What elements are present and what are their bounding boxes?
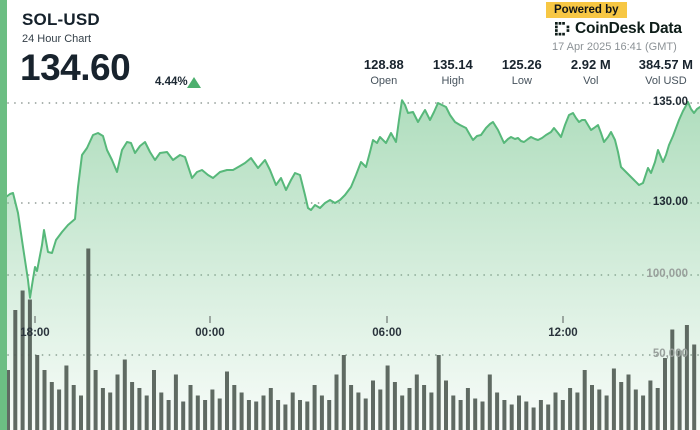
chart-timestamp: 17 Apr 2025 16:41 (GMT): [552, 41, 677, 53]
stat-low-value: 125.26: [501, 57, 542, 72]
stats-row: 128.88 Open 135.14 High 125.26 Low 2.92 …: [363, 57, 693, 87]
x-axis-ticks: [34, 316, 564, 323]
stat-vol-label: Vol: [583, 75, 599, 87]
stat-vol-usd-value: 384.57 M: [638, 57, 693, 72]
stat-vol-usd: 384.57 M Vol USD: [639, 57, 693, 87]
time-label-1200: 12:00: [548, 327, 578, 339]
coindesk-data-logo[interactable]: CoinDesk Data: [555, 20, 682, 38]
price-line: [5, 99, 700, 299]
price-axis-label-130: 130.00: [652, 196, 688, 208]
coindesk-logo-icon: [555, 21, 570, 35]
volume-axis-label-50k: 50,000: [652, 348, 688, 360]
stat-open: 128.88 Open: [363, 57, 405, 87]
up-arrow-icon: [187, 77, 201, 88]
stat-vol-usd-label: Vol USD: [645, 75, 687, 87]
time-label-0000: 00:00: [195, 327, 225, 339]
time-label-0600: 06:00: [372, 327, 402, 339]
stat-vol-value: 2.92 M: [570, 57, 611, 72]
stat-high-value: 135.14: [432, 57, 473, 72]
price-change-percent: 4.44%: [155, 76, 188, 88]
volume-axis-label-100k: 100,000: [646, 268, 688, 280]
stat-high-label: High: [441, 75, 465, 87]
stat-open-label: Open: [370, 75, 398, 87]
accent-strip: [0, 0, 7, 430]
volume-bars: [6, 248, 697, 430]
stat-low: 125.26 Low: [501, 57, 543, 87]
stat-low-label: Low: [511, 75, 532, 87]
chart-subtitle: 24 Hour Chart: [22, 33, 92, 45]
price-axis-label-135: 135.00: [652, 96, 688, 108]
powered-by-badge[interactable]: Powered by: [546, 2, 627, 18]
price-area-fill: [6, 100, 700, 430]
stat-vol: 2.92 M Vol: [570, 57, 612, 87]
brand-name: CoinDesk Data: [575, 20, 682, 37]
current-price: 134.60: [20, 47, 131, 88]
stat-high: 135.14 High: [432, 57, 474, 87]
stat-open-value: 128.88: [363, 57, 404, 72]
page-title: SOL-USD: [22, 10, 100, 29]
time-label-1800: 18:00: [20, 327, 50, 339]
